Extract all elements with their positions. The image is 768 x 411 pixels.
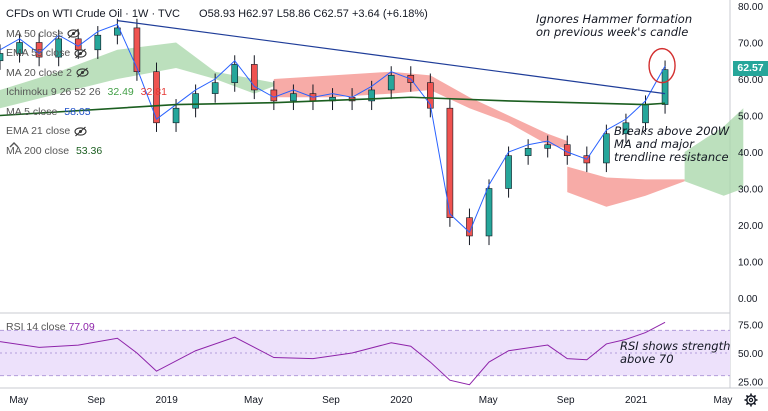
legend-label: Ichimoku 9 26 52 26 — [6, 86, 101, 98]
price-tick-label: 30.00 — [738, 185, 763, 196]
candle-body — [133, 27, 141, 72]
time-tick-label: Sep — [322, 395, 340, 406]
legend-item[interactable]: EMA 55 close — [6, 44, 428, 64]
ma5-line — [0, 23, 666, 234]
rsi-value: 77.09 — [68, 321, 94, 333]
ma200-line — [0, 96, 666, 117]
legend-value: 58.05 — [61, 105, 91, 118]
legend-label: MA 20 close 2 — [6, 66, 72, 79]
candle-body — [603, 133, 610, 164]
resistance-trendline — [117, 20, 666, 95]
time-tick-label: 2021 — [625, 395, 648, 406]
candle-body — [250, 64, 258, 91]
symbol-title[interactable]: CFDs on WTI Crude Oil · 1W · TVC — [6, 8, 180, 20]
hammer-annotation: Ignores Hammer formation on previous wee… — [536, 12, 693, 39]
rsi-line — [0, 321, 666, 386]
price-tick-label: 80.00 — [738, 2, 763, 13]
candle-body — [524, 148, 532, 156]
candle-body — [35, 42, 43, 58]
ohlc-readout: O58.93 H62.97 L58.86 C62.57 +3.64 (+6.18… — [199, 8, 428, 20]
collapse-legend-icon[interactable] — [8, 140, 20, 150]
candle-body — [466, 217, 473, 237]
price-tick-label: 60.00 — [738, 75, 763, 86]
legend-value: 32.49 — [104, 86, 134, 98]
legend-label: EMA 55 close — [6, 47, 71, 59]
legend-item[interactable]: MA 50 close — [6, 25, 428, 45]
candle-body — [94, 34, 102, 51]
candle-body — [172, 107, 180, 124]
rsi-tick-label: 25.00 — [738, 377, 763, 388]
time-tick-label: May — [9, 395, 28, 406]
candle-body — [485, 188, 493, 237]
candle-body — [387, 75, 395, 91]
time-tick-label: 2019 — [156, 395, 179, 406]
indicator-legend-list: MA 50 close EMA 55 close MA 20 close 2 Ichi… — [6, 25, 428, 162]
candle-body — [544, 144, 551, 149]
time-tick-label: Sep — [557, 395, 575, 406]
legend-item[interactable]: EMA 21 close — [6, 122, 428, 142]
last-price-badge: 62.57 — [733, 61, 768, 76]
candle-body — [563, 144, 571, 156]
price-tick-label: 0.00 — [738, 294, 758, 305]
candle-body — [368, 89, 375, 102]
price-tick-label: 10.00 — [738, 258, 763, 269]
legend-item[interactable]: MA 20 close 2 — [6, 64, 428, 84]
time-tick-label: May — [714, 395, 733, 406]
rsi-tick-label: 75.00 — [738, 321, 763, 332]
candle-body — [55, 38, 62, 58]
candle-body — [290, 93, 297, 102]
candle-body — [0, 53, 4, 62]
candle-body — [446, 107, 454, 218]
ichimoku-cloud-bear — [273, 71, 568, 149]
legend-value: 32.81 — [137, 86, 167, 98]
legend-label: EMA 21 close — [6, 125, 71, 137]
eye-hidden-icon[interactable] — [74, 126, 87, 137]
price-tick-label: 70.00 — [738, 39, 763, 50]
legend-item[interactable]: Ichimoku 9 26 52 26 32.49 32.81 — [6, 83, 428, 103]
eye-hidden-icon[interactable] — [76, 67, 89, 78]
rsi-label: RSI 14 close 77.09 — [6, 321, 95, 333]
hammer-highlight-circle — [648, 47, 676, 84]
time-tick-label: May — [479, 395, 498, 406]
ichimoku-cloud-future — [684, 108, 744, 196]
price-tick-label: 40.00 — [738, 148, 763, 159]
candle-body — [192, 93, 199, 109]
legend-item[interactable]: MA 5 close 58.05 — [6, 103, 428, 123]
price-tick-label: 20.00 — [738, 221, 763, 232]
candle-body — [661, 69, 669, 105]
rsi-tick-label: 50.00 — [738, 349, 763, 360]
breakout-annotation: Breaks above 200W MA and major trendline… — [614, 124, 730, 164]
ichimoku-cloud-bear-2 — [567, 166, 685, 207]
legend-title-row: CFDs on WTI Crude Oil · 1W · TVC O58.93 … — [6, 5, 428, 25]
eye-hidden-icon[interactable] — [67, 28, 80, 39]
legend-item[interactable]: MA 200 close 53.36 — [6, 142, 428, 162]
candle-body — [153, 71, 160, 124]
time-tick-label: 2020 — [390, 395, 413, 406]
eye-hidden-icon[interactable] — [74, 48, 87, 59]
time-tick-label: May — [244, 395, 263, 406]
candle-body — [622, 122, 630, 135]
legend-label: MA 200 close — [6, 144, 70, 157]
legend-label: MA 50 close — [6, 27, 64, 40]
legend-label: MA 5 close — [6, 105, 58, 118]
time-tick-label: Sep — [87, 395, 105, 406]
candle-body — [16, 42, 23, 54]
settings-gear-icon[interactable] — [744, 393, 758, 407]
candle-body — [642, 104, 649, 124]
rsi-annotation: RSI shows strength above 70 — [620, 339, 731, 366]
legend-value: 53.36 — [73, 144, 103, 157]
price-tick-label: 50.00 — [738, 112, 763, 123]
candle-body — [211, 82, 219, 94]
chart-legend: CFDs on WTI Crude Oil · 1W · TVC O58.93 … — [6, 5, 428, 161]
candle-body — [427, 82, 434, 109]
candle-body — [505, 155, 512, 189]
candle-body — [231, 64, 239, 83]
